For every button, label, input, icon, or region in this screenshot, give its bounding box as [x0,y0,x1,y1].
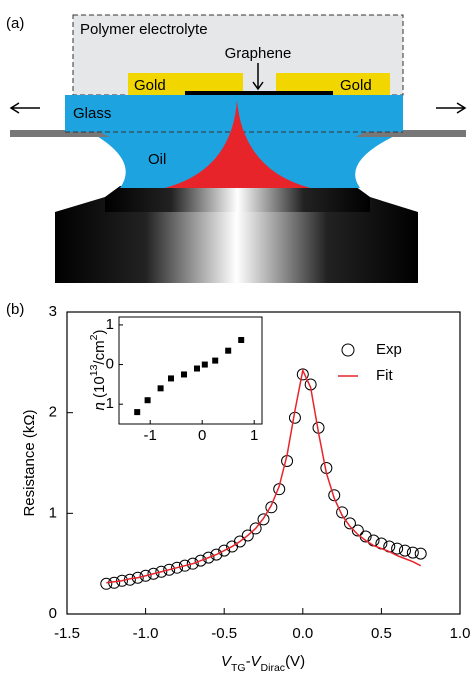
y-tick-label: 2 [49,404,57,421]
inset-point [202,362,208,368]
inset-point [212,358,218,364]
inset-point [134,409,140,415]
inset-point [145,397,151,403]
legend-marker [342,344,354,356]
label-part: 13 [88,364,100,376]
inset-x-tick-label: -1 [144,427,157,444]
label-part: Dirac [261,662,286,674]
x-tick-label: -1.5 [54,625,80,642]
data-point [392,543,403,554]
graphene-label: Graphene [225,45,292,62]
x-tick-label: 1.0 [450,625,471,642]
schematic: (a) Polymer electrolyte Glass Oil Gold G… [6,15,466,283]
x-tick-label: -0.5 [211,625,237,642]
x-tick-label: 0.5 [371,625,392,642]
panel-label: (a) [6,15,24,32]
electrolyte-label: Polymer electrolyte [80,21,208,38]
inset-y-tick-label: -1 [101,395,114,412]
panel-label: (b) [6,301,24,318]
figure: (a) Polymer electrolyte Glass Oil Gold G… [0,0,476,677]
arrow [436,103,465,113]
y-axis-label: Resistance (kΩ) [21,409,38,516]
y-tick-label: 3 [49,303,57,320]
data-point [399,545,410,556]
inset-frame [119,317,262,424]
inset-point [194,366,200,372]
inset-y-tick-label: 0 [106,356,114,373]
inset-x-tick-label: 0 [198,427,206,444]
y-tick-label: 1 [49,504,57,521]
oil-label: Oil [148,151,166,168]
data-point [101,578,112,589]
legend-label: Fit [376,367,393,384]
arrow [11,103,40,113]
x-tick-label: 0.0 [292,625,313,642]
inset-point [225,348,231,354]
data-point [415,548,426,559]
x-axis-label: VTG-VDirac(V) [221,653,305,674]
data-point [407,547,418,558]
inset-point [181,371,187,377]
inset-point [238,337,244,343]
gold-label: Gold [134,77,166,94]
y-tick-label: 0 [49,605,57,622]
legend-label: Exp [376,341,402,358]
gold-label: Gold [340,77,372,94]
label-part: TG [231,662,246,674]
objective-top [105,186,370,212]
glass-label: Glass [73,105,111,122]
inset-point [168,375,174,381]
inset-x-tick-label: 1 [250,427,258,444]
inset-point [158,385,164,391]
x-tick-label: -1.0 [133,625,159,642]
label-part: (V) [285,653,305,670]
inset-y-tick-label: 1 [106,316,114,333]
graphene [185,91,333,95]
